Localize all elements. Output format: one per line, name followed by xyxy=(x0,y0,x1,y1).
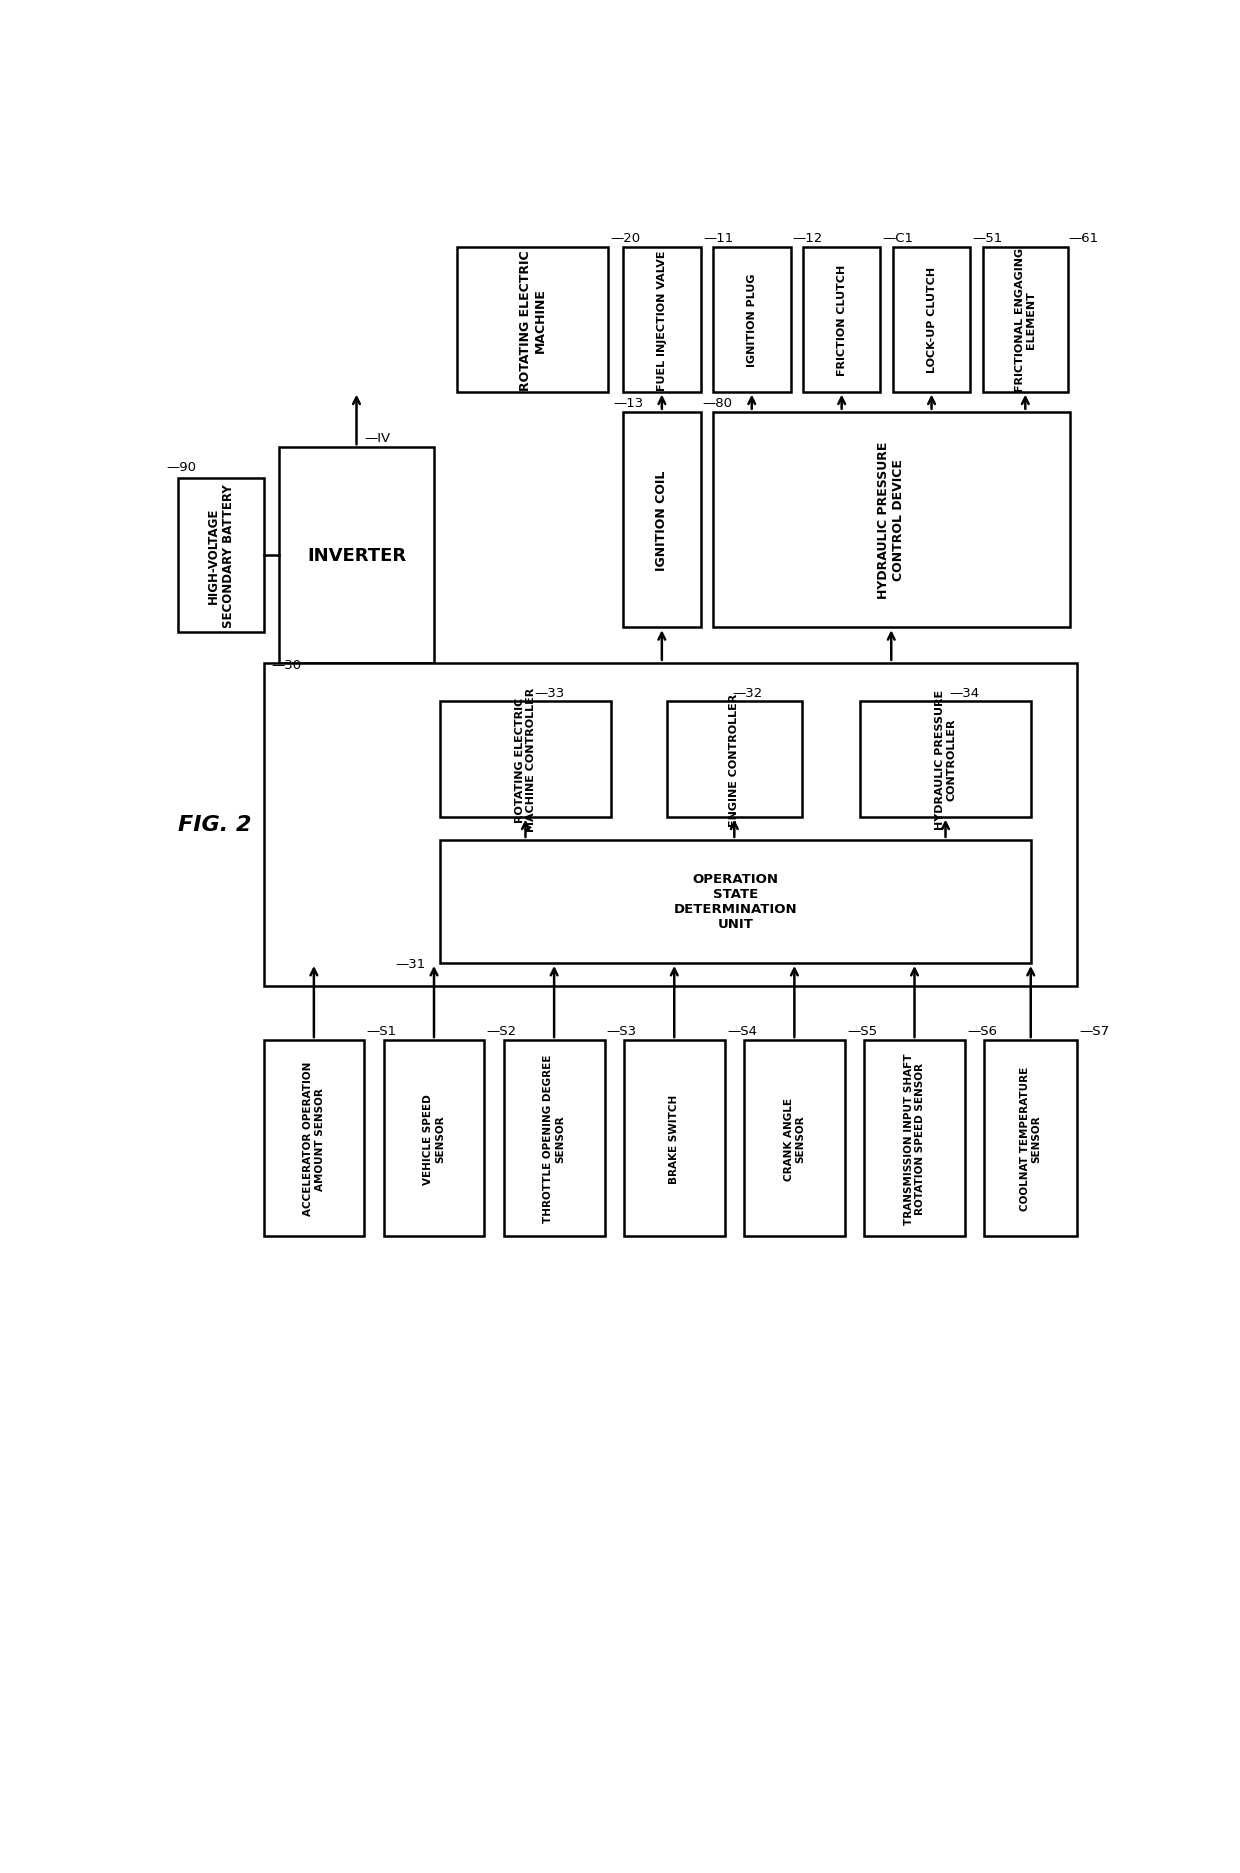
Text: —S5: —S5 xyxy=(847,1025,877,1038)
Bar xyxy=(503,1041,605,1236)
Text: —13: —13 xyxy=(614,397,644,410)
Text: FRICTIONAL ENGAGING
ELEMENT: FRICTIONAL ENGAGING ELEMENT xyxy=(1014,247,1037,391)
Text: ROTATING ELECTRIC
MACHINE: ROTATING ELECTRIC MACHINE xyxy=(518,249,547,390)
Text: BRAKE SWITCH: BRAKE SWITCH xyxy=(670,1094,680,1184)
Bar xyxy=(279,448,434,663)
Text: —32: —32 xyxy=(733,686,763,699)
Bar xyxy=(893,247,971,393)
Text: LOCK-UP CLUTCH: LOCK-UP CLUTCH xyxy=(926,268,936,373)
Bar xyxy=(624,247,701,393)
Text: —20: —20 xyxy=(611,232,641,245)
Text: —61: —61 xyxy=(1068,232,1099,245)
Text: —11: —11 xyxy=(703,232,733,245)
Bar xyxy=(440,702,611,817)
Text: THROTTLE OPENING DEGREE
SENSOR: THROTTLE OPENING DEGREE SENSOR xyxy=(543,1054,565,1223)
Bar xyxy=(861,702,1030,817)
Text: —31: —31 xyxy=(396,957,425,970)
Text: —34: —34 xyxy=(950,686,980,699)
Text: IGNITION COIL: IGNITION COIL xyxy=(656,470,668,571)
Bar xyxy=(624,412,701,627)
Bar xyxy=(263,1041,365,1236)
Text: ROTATING ELECTRIC
MACHINE CONTROLLER: ROTATING ELECTRIC MACHINE CONTROLLER xyxy=(515,687,536,832)
Text: —S2: —S2 xyxy=(486,1025,517,1038)
Text: CRANK ANGLE
SENSOR: CRANK ANGLE SENSOR xyxy=(784,1098,805,1180)
Bar xyxy=(744,1041,844,1236)
Text: FRICTION CLUTCH: FRICTION CLUTCH xyxy=(837,264,847,376)
Bar xyxy=(440,841,1030,963)
Bar xyxy=(179,479,263,633)
Text: —S1: —S1 xyxy=(367,1025,397,1038)
Bar xyxy=(458,247,609,393)
Bar xyxy=(713,412,1069,627)
Bar xyxy=(383,1041,485,1236)
Text: INVERTER: INVERTER xyxy=(308,547,405,564)
Text: FUEL INJECTION VALVE: FUEL INJECTION VALVE xyxy=(657,249,667,390)
Bar xyxy=(982,247,1068,393)
Text: —IV: —IV xyxy=(365,433,391,446)
Bar xyxy=(804,247,880,393)
Text: —80: —80 xyxy=(702,397,732,410)
Text: —90: —90 xyxy=(166,461,197,474)
Bar xyxy=(263,663,1078,987)
Text: —C1: —C1 xyxy=(883,232,914,245)
Text: FIG. 2: FIG. 2 xyxy=(179,815,252,835)
Bar xyxy=(713,247,791,393)
Bar xyxy=(864,1041,965,1236)
Text: —S3: —S3 xyxy=(606,1025,637,1038)
Bar xyxy=(624,1041,724,1236)
Text: —12: —12 xyxy=(792,232,823,245)
Text: —51: —51 xyxy=(972,232,1003,245)
Text: —30: —30 xyxy=(272,659,301,671)
Text: COOLNAT TEMPERATURE
SENSOR: COOLNAT TEMPERATURE SENSOR xyxy=(1021,1066,1042,1210)
Text: HYDRAULIC PRESSURE
CONTROLLER: HYDRAULIC PRESSURE CONTROLLER xyxy=(935,689,956,830)
Text: ENGINE CONTROLLER: ENGINE CONTROLLER xyxy=(729,693,739,826)
Bar xyxy=(667,702,802,817)
Bar xyxy=(985,1041,1078,1236)
Text: VEHICLE SPEED
SENSOR: VEHICLE SPEED SENSOR xyxy=(423,1094,445,1184)
Text: —S4: —S4 xyxy=(727,1025,756,1038)
Text: IGNITION PLUG: IGNITION PLUG xyxy=(746,273,756,367)
Text: HYDRAULIC PRESSURE
CONTROL DEVICE: HYDRAULIC PRESSURE CONTROL DEVICE xyxy=(877,442,905,599)
Text: —S6: —S6 xyxy=(967,1025,997,1038)
Text: OPERATION
STATE
DETERMINATION
UNIT: OPERATION STATE DETERMINATION UNIT xyxy=(673,873,797,931)
Text: —33: —33 xyxy=(534,686,565,699)
Text: —S7: —S7 xyxy=(1080,1025,1110,1038)
Text: TRANSMISSION INPUT SHAFT
ROTATION SPEED SENSOR: TRANSMISSION INPUT SHAFT ROTATION SPEED … xyxy=(904,1053,925,1225)
Text: ACCELERATOR OPERATION
AMOUNT SENSOR: ACCELERATOR OPERATION AMOUNT SENSOR xyxy=(303,1062,325,1216)
Text: HIGH-VOLTAGE
SECONDARY BATTERY: HIGH-VOLTAGE SECONDARY BATTERY xyxy=(207,483,234,627)
